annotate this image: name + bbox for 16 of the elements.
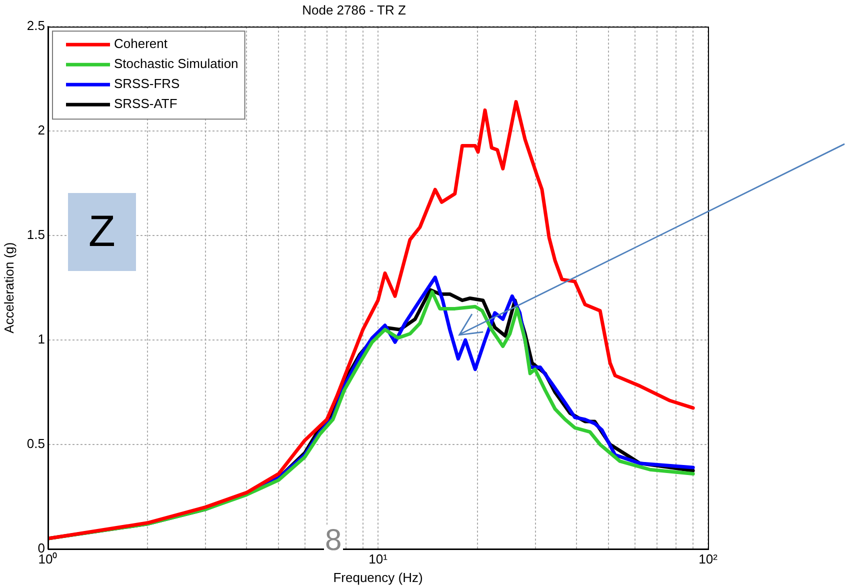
x-tick-label: 10² bbox=[698, 551, 718, 566]
y-axis-title: Acceleration (g) bbox=[1, 242, 16, 334]
chart-title: Node 2786 - TR Z bbox=[302, 2, 406, 18]
legend-label: Coherent bbox=[114, 36, 168, 52]
x-axis-title: Frequency (Hz) bbox=[333, 570, 423, 585]
y-tick-label: 0.5 bbox=[26, 436, 45, 452]
annotation: Z bbox=[68, 193, 136, 271]
legend-label: SRSS-FRS bbox=[114, 76, 180, 92]
annotation: 8 bbox=[324, 524, 343, 557]
y-tick-label: 2.5 bbox=[26, 18, 45, 34]
y-tick-label: 1.5 bbox=[26, 227, 45, 242]
y-tick-label: 1 bbox=[38, 332, 45, 347]
x-tick-label: 10¹ bbox=[368, 551, 388, 566]
y-tick-label: 2 bbox=[38, 122, 45, 138]
legend-label: Stochastic Simulation bbox=[114, 56, 238, 72]
legend-label: SRSS-ATF bbox=[114, 96, 178, 112]
